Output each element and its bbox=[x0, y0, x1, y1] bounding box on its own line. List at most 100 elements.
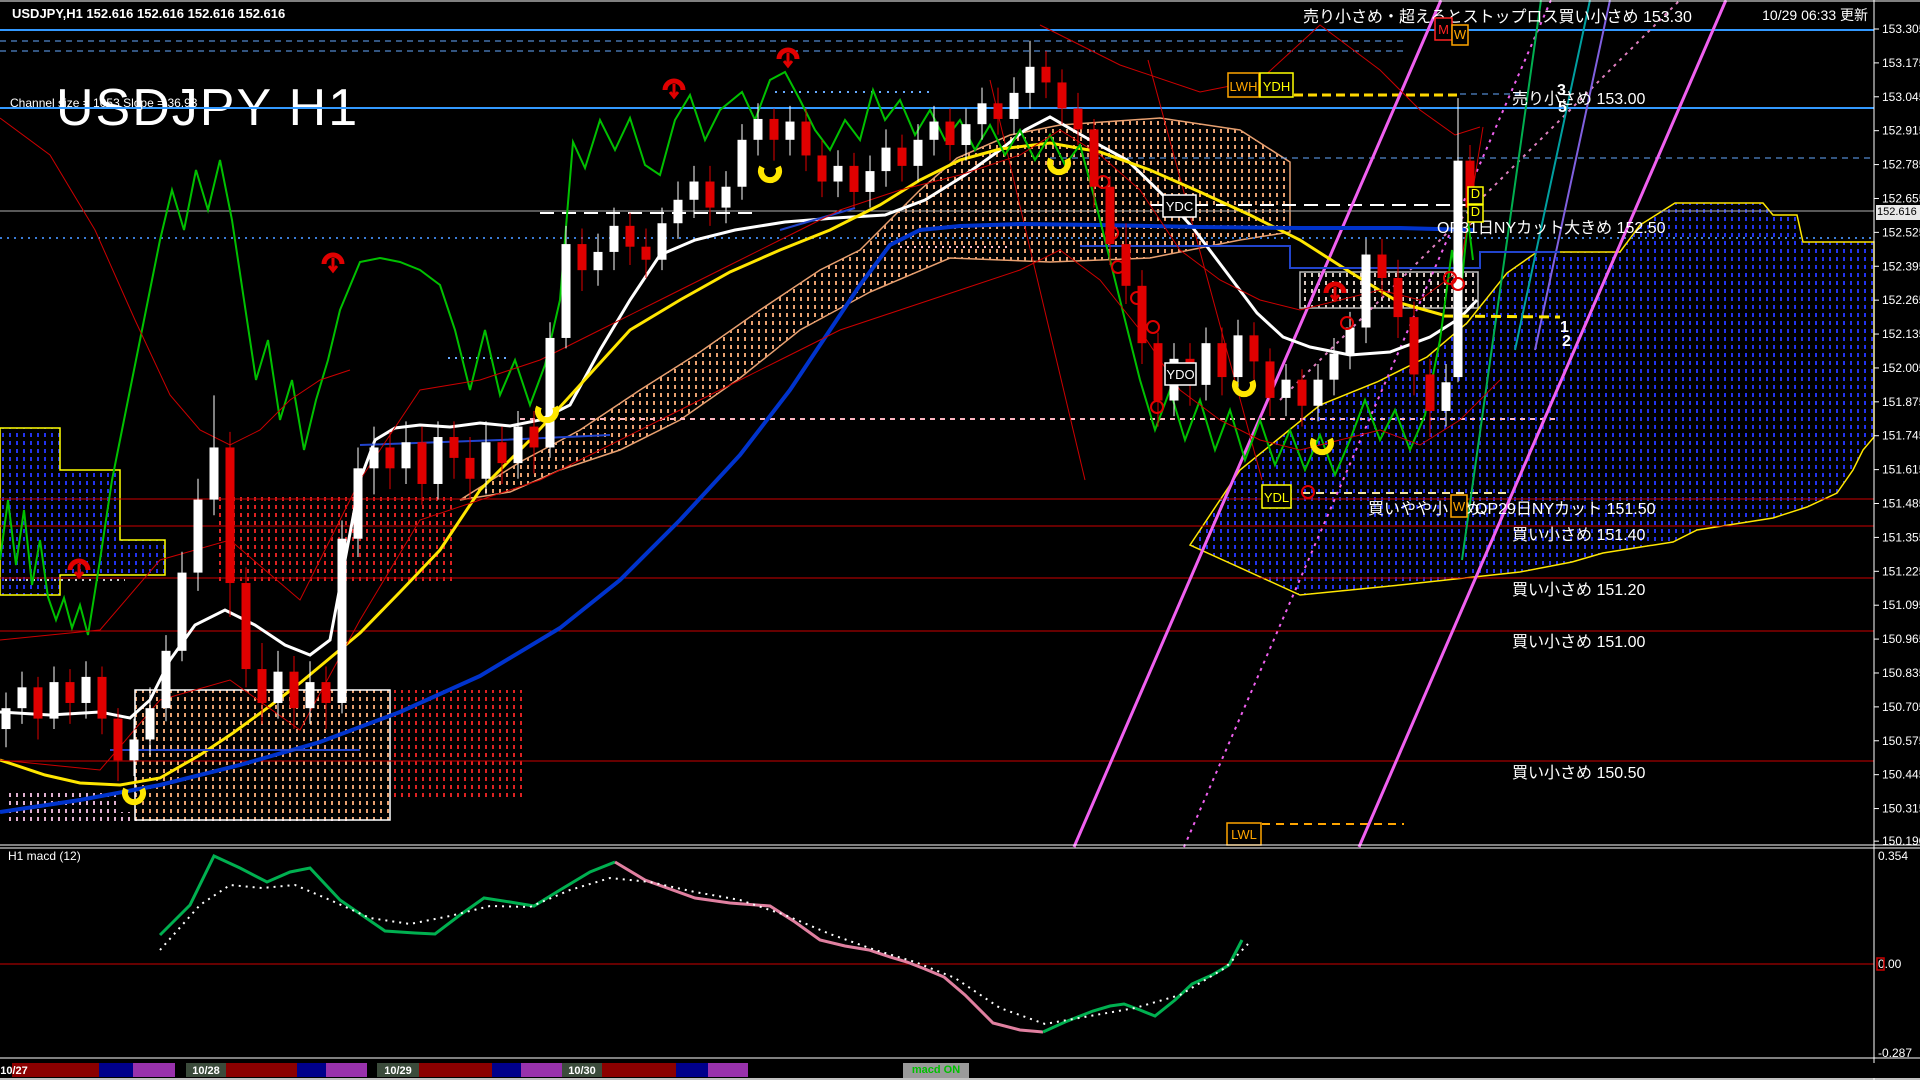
label-box-ydl[interactable]: YDL bbox=[1261, 484, 1292, 509]
axis-tick-label: 151.355 bbox=[1882, 530, 1920, 544]
candle-body bbox=[721, 186, 731, 208]
candle-body bbox=[209, 447, 219, 500]
trend-line[interactable] bbox=[1514, 0, 1591, 351]
trade-circle-icon[interactable] bbox=[1451, 277, 1465, 291]
sell-arrow-icon[interactable] bbox=[662, 78, 686, 100]
candle-body bbox=[1153, 343, 1163, 401]
trade-circle-icon[interactable] bbox=[1150, 400, 1164, 414]
svg-text:W: W bbox=[1454, 27, 1467, 42]
candle-body bbox=[1377, 254, 1387, 278]
buy-hook-icon[interactable] bbox=[758, 165, 782, 184]
signal-markers[interactable] bbox=[67, 47, 1465, 806]
candle-body bbox=[1233, 335, 1243, 378]
candle-body bbox=[817, 155, 827, 182]
candle-body bbox=[833, 165, 843, 182]
candle-body bbox=[657, 223, 667, 260]
trend-line[interactable] bbox=[1183, 0, 1552, 848]
label-box-lwl[interactable]: LWL bbox=[1226, 822, 1262, 846]
trade-circle-icon[interactable] bbox=[1301, 485, 1315, 499]
trade-circle-icon[interactable] bbox=[1111, 260, 1125, 274]
candle-body bbox=[1057, 82, 1067, 109]
candle-body bbox=[481, 442, 491, 479]
label-box-m[interactable]: M bbox=[1434, 17, 1453, 41]
trend-line[interactable] bbox=[1461, 0, 1542, 561]
trend-line[interactable] bbox=[1147, 59, 1263, 481]
trend-line[interactable] bbox=[1072, 0, 1443, 848]
buy-hook-icon[interactable] bbox=[122, 787, 146, 806]
candle-body bbox=[1297, 379, 1307, 406]
buy-hook-icon[interactable] bbox=[1232, 379, 1256, 398]
trade-circle-icon[interactable] bbox=[1105, 226, 1119, 240]
trade-circle-icon[interactable] bbox=[1340, 316, 1354, 330]
candle-body bbox=[1329, 353, 1339, 380]
axis-tick-label: 150.445 bbox=[1882, 768, 1920, 782]
candle-body bbox=[321, 682, 331, 703]
trend-line[interactable] bbox=[1357, 0, 1728, 848]
label-box-w[interactable]: W bbox=[1450, 494, 1468, 518]
label-box-w[interactable]: W bbox=[1451, 24, 1469, 46]
candle-body bbox=[433, 437, 443, 484]
candle-body bbox=[753, 118, 763, 140]
buy-hook-icon[interactable] bbox=[1310, 437, 1334, 456]
sell-arrow-icon[interactable] bbox=[776, 47, 800, 69]
axis-tick-label: 152.915 bbox=[1882, 124, 1920, 138]
trend-line[interactable] bbox=[1534, 0, 1611, 351]
candle-body bbox=[1249, 335, 1259, 362]
axis-tick-label: 150.190 bbox=[1882, 834, 1920, 848]
candle-body bbox=[945, 121, 955, 146]
label-box-d[interactable]: D bbox=[1467, 186, 1484, 205]
trade-circle-icon[interactable] bbox=[1146, 320, 1160, 334]
sell-arrow-icon[interactable] bbox=[67, 558, 91, 580]
axis-tick-label: 150.705 bbox=[1882, 700, 1920, 714]
svg-text:YDL: YDL bbox=[1264, 490, 1289, 505]
candle-body bbox=[1105, 186, 1115, 245]
ichimoku-clouds bbox=[0, 117, 1875, 825]
macd-toggle-button[interactable]: macd ON bbox=[903, 1063, 969, 1078]
candle-body bbox=[1265, 361, 1275, 398]
axis-tick-label: 150.965 bbox=[1882, 632, 1920, 646]
macd-green-1 bbox=[158, 854, 616, 937]
candle-body bbox=[1217, 343, 1227, 378]
candle-body bbox=[849, 165, 859, 192]
annotation-text: 買い小さめ 150.50 bbox=[1512, 764, 1645, 782]
label-box-ydh[interactable]: YDH bbox=[1259, 72, 1294, 98]
candle-body bbox=[897, 147, 907, 166]
candle-body bbox=[1393, 277, 1403, 318]
sell-arrow-icon[interactable] bbox=[1323, 281, 1347, 303]
candle-body bbox=[145, 708, 155, 740]
session-segment bbox=[297, 1063, 326, 1077]
candle-body bbox=[1137, 285, 1147, 344]
candle-body bbox=[449, 437, 459, 458]
label-box-ydc[interactable]: YDC bbox=[1162, 194, 1197, 218]
session-segment bbox=[602, 1063, 676, 1077]
label-box-lwh[interactable]: LWH bbox=[1227, 72, 1260, 98]
candles bbox=[1, 40, 1475, 782]
candle-body bbox=[577, 244, 587, 271]
sell-arrow-icon[interactable] bbox=[321, 252, 345, 274]
buy-hook-icon[interactable] bbox=[1047, 157, 1071, 176]
candle-body bbox=[497, 442, 507, 464]
session-segment bbox=[326, 1063, 367, 1077]
date-label: 10/27 bbox=[0, 1065, 28, 1077]
label-box-d[interactable]: D bbox=[1467, 204, 1484, 223]
session-segment bbox=[419, 1063, 492, 1077]
axis-tick-label: 152.265 bbox=[1882, 293, 1920, 307]
candle-body bbox=[545, 337, 555, 448]
candle-body bbox=[17, 687, 27, 709]
macd-axis-label: 0.00 bbox=[1878, 957, 1902, 971]
trade-circle-icon[interactable] bbox=[1096, 175, 1110, 189]
session-segment bbox=[226, 1063, 297, 1077]
svg-text:M: M bbox=[1438, 22, 1449, 37]
buy-hook-icon[interactable] bbox=[535, 405, 559, 424]
label-box-ydo[interactable]: YDO bbox=[1164, 362, 1197, 386]
trade-circle-icon[interactable] bbox=[1130, 291, 1144, 305]
annotation-text: 買い小さめ 151.00 bbox=[1512, 633, 1645, 651]
thin-blue-3 bbox=[779, 207, 856, 231]
candle-body bbox=[593, 251, 603, 271]
candle-body bbox=[49, 682, 59, 719]
axis-tick-label: 150.315 bbox=[1882, 802, 1920, 816]
